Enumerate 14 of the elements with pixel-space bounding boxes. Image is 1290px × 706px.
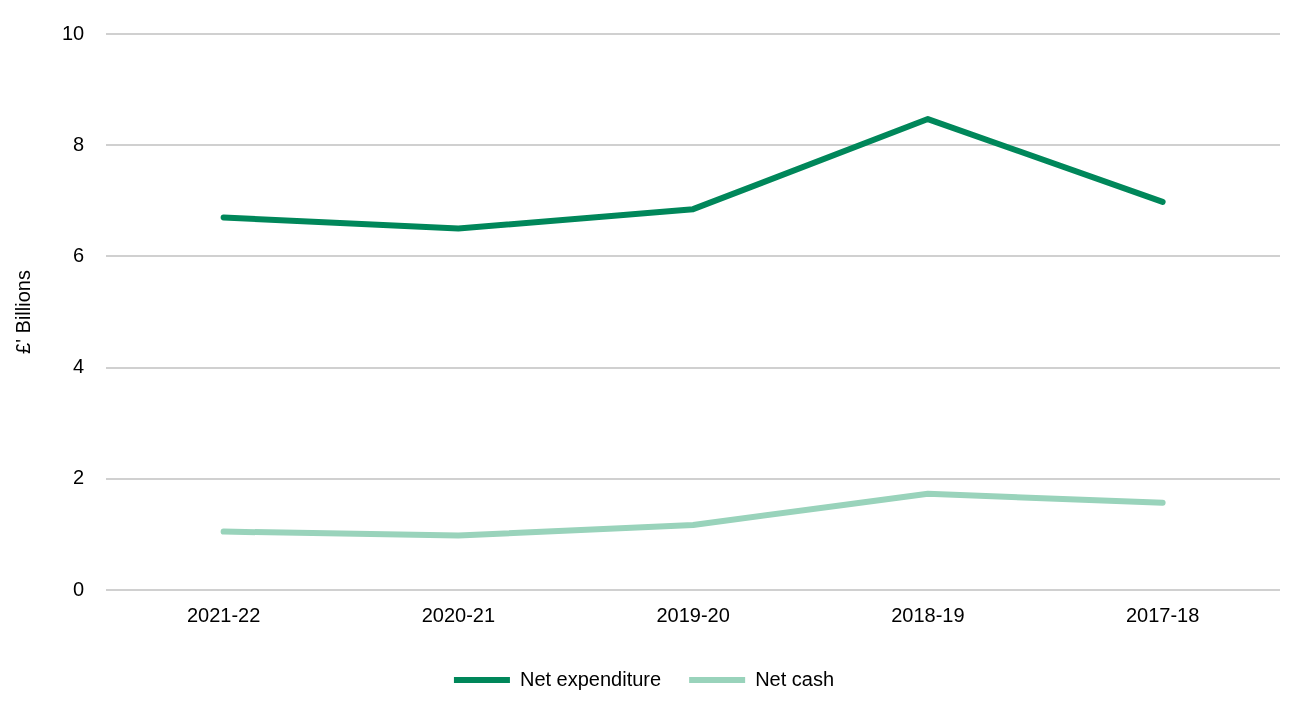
legend-label: Net expenditure	[519, 667, 662, 690]
legend-label: Net cash	[755, 667, 835, 690]
x-tick-label: 2018-19	[891, 603, 965, 626]
x-tick-label: 2019-20	[656, 603, 730, 626]
y-tick-label: 4	[73, 355, 85, 378]
x-tick-label: 2017-18	[1125, 603, 1200, 626]
y-tick-label: 10	[62, 21, 85, 44]
y-tick-label: 2	[73, 466, 85, 489]
y-axis-title: £' Billions	[11, 270, 34, 354]
y-tick-label: 8	[73, 132, 85, 155]
y-tick-label: 6	[73, 243, 85, 266]
x-tick-label: 2020-21	[421, 603, 496, 626]
y-tick-label: 0	[73, 577, 85, 600]
x-tick-label: 2021-22	[186, 603, 261, 626]
